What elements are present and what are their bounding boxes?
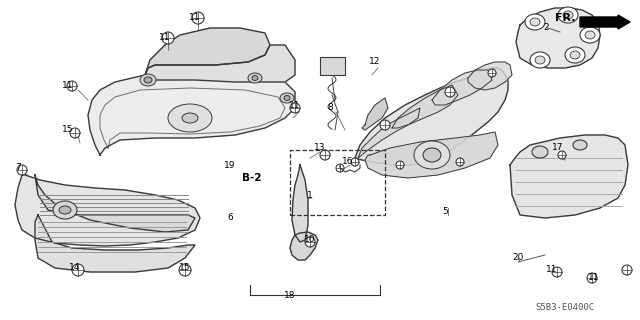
Ellipse shape <box>580 27 600 43</box>
Ellipse shape <box>558 7 578 23</box>
Text: 11: 11 <box>547 266 557 275</box>
Ellipse shape <box>585 31 595 39</box>
Text: 13: 13 <box>314 143 326 153</box>
Circle shape <box>396 161 404 169</box>
Circle shape <box>552 267 562 277</box>
Bar <box>290 150 385 215</box>
Ellipse shape <box>248 73 262 83</box>
Text: 1: 1 <box>307 190 313 199</box>
Polygon shape <box>355 68 508 165</box>
Circle shape <box>162 32 174 44</box>
Ellipse shape <box>168 104 212 132</box>
Bar <box>320 57 345 75</box>
Ellipse shape <box>525 14 545 30</box>
Polygon shape <box>392 85 458 128</box>
Ellipse shape <box>53 201 77 219</box>
Text: 15: 15 <box>62 125 74 134</box>
Ellipse shape <box>140 74 156 86</box>
Circle shape <box>488 69 496 77</box>
Circle shape <box>351 158 359 166</box>
Polygon shape <box>358 108 420 158</box>
Text: 19: 19 <box>224 161 236 170</box>
Polygon shape <box>510 135 628 218</box>
Circle shape <box>290 103 300 113</box>
Text: 12: 12 <box>369 58 381 67</box>
Polygon shape <box>145 45 295 82</box>
Polygon shape <box>292 165 308 242</box>
Polygon shape <box>15 175 200 246</box>
Text: 20: 20 <box>512 253 524 262</box>
Ellipse shape <box>532 146 548 158</box>
Circle shape <box>336 164 344 172</box>
Polygon shape <box>365 132 498 178</box>
Text: 11: 11 <box>62 81 74 90</box>
Text: S5B3-E0400C: S5B3-E0400C <box>536 303 595 313</box>
Circle shape <box>380 120 390 130</box>
Polygon shape <box>35 215 195 272</box>
Text: 11: 11 <box>189 13 201 22</box>
Circle shape <box>70 128 80 138</box>
Circle shape <box>192 12 204 24</box>
Circle shape <box>622 265 632 275</box>
Text: 2: 2 <box>543 23 549 33</box>
Text: 14: 14 <box>69 263 81 273</box>
Circle shape <box>67 81 77 91</box>
Text: 18: 18 <box>284 291 296 300</box>
Text: 6: 6 <box>227 213 233 222</box>
Polygon shape <box>145 28 270 75</box>
Polygon shape <box>362 98 388 130</box>
Text: 5: 5 <box>442 207 448 217</box>
Polygon shape <box>516 8 600 68</box>
Ellipse shape <box>280 93 294 103</box>
Circle shape <box>320 150 330 160</box>
Circle shape <box>456 158 464 166</box>
Circle shape <box>72 264 84 276</box>
Ellipse shape <box>573 140 587 150</box>
Circle shape <box>17 165 27 175</box>
Text: 10: 10 <box>304 236 316 244</box>
Polygon shape <box>468 62 512 90</box>
Ellipse shape <box>535 56 545 64</box>
Circle shape <box>587 273 597 283</box>
Circle shape <box>445 87 455 97</box>
Ellipse shape <box>565 47 585 63</box>
Polygon shape <box>432 70 492 105</box>
Text: 16: 16 <box>342 157 354 166</box>
Ellipse shape <box>59 206 71 214</box>
Text: 17: 17 <box>552 143 564 153</box>
Ellipse shape <box>530 18 540 26</box>
Text: 11: 11 <box>289 100 301 109</box>
Text: B-2: B-2 <box>243 173 262 183</box>
Ellipse shape <box>423 148 441 162</box>
Ellipse shape <box>563 11 573 19</box>
Polygon shape <box>290 232 318 260</box>
Text: FR.: FR. <box>554 13 575 23</box>
Text: 7: 7 <box>15 164 21 172</box>
Polygon shape <box>88 72 295 155</box>
Ellipse shape <box>530 52 550 68</box>
Text: 11: 11 <box>588 274 600 283</box>
Text: 15: 15 <box>179 263 191 273</box>
Ellipse shape <box>570 51 580 59</box>
Ellipse shape <box>144 77 152 83</box>
Text: 11: 11 <box>159 34 171 43</box>
Circle shape <box>179 264 191 276</box>
Text: 8: 8 <box>327 103 333 113</box>
Ellipse shape <box>182 113 198 123</box>
Ellipse shape <box>252 76 258 81</box>
Ellipse shape <box>284 95 290 100</box>
Polygon shape <box>35 175 195 232</box>
Circle shape <box>305 237 315 247</box>
Ellipse shape <box>414 141 450 169</box>
Circle shape <box>558 151 566 159</box>
FancyArrow shape <box>580 15 630 29</box>
